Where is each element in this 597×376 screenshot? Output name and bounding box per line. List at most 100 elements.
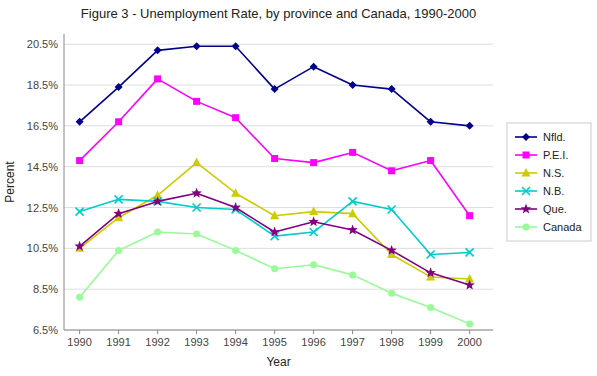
- grid-line: [64, 330, 493, 331]
- legend: Nfld.P.E.I.N.S.N.B.Que.Canada: [507, 123, 591, 241]
- chart: Figure 3 - Unemployment Rate, by provinc…: [0, 0, 597, 376]
- y-tick-label: 20.5%: [27, 38, 58, 50]
- legend-box: [507, 123, 591, 241]
- point: [232, 114, 239, 121]
- x-tick: [196, 330, 197, 334]
- point: [232, 42, 240, 50]
- point: [193, 204, 201, 212]
- grid-line: [64, 289, 493, 290]
- legend-label: Que.: [543, 203, 567, 215]
- y-tick-label: 6.5%: [33, 324, 58, 336]
- point: [193, 98, 200, 105]
- legend-marker: [522, 168, 531, 177]
- point: [427, 157, 434, 164]
- x-tick-label: 1998: [379, 336, 403, 348]
- point: [388, 290, 395, 297]
- series-line: [80, 232, 470, 324]
- x-tick: [235, 330, 236, 334]
- point: [154, 75, 161, 82]
- x-axis-line: [64, 330, 493, 331]
- series: [74, 188, 474, 290]
- point: [310, 63, 318, 71]
- point: [76, 208, 84, 216]
- x-tick-label: 1996: [301, 336, 325, 348]
- point: [76, 157, 83, 164]
- point: [388, 85, 396, 93]
- series-line: [80, 193, 470, 285]
- x-tick-label: 1991: [106, 336, 130, 348]
- grid-line: [64, 44, 493, 45]
- x-tick-label: 1992: [145, 336, 169, 348]
- x-tick: [79, 330, 80, 334]
- legend-marker: [523, 152, 530, 159]
- point: [76, 118, 84, 126]
- series: [76, 42, 474, 130]
- x-tick: [469, 330, 470, 334]
- x-tick: [391, 330, 392, 334]
- x-tick-label: 1990: [67, 336, 91, 348]
- x-tick-label: 2000: [457, 336, 481, 348]
- legend-marker: [522, 187, 530, 195]
- point: [386, 245, 396, 255]
- point: [154, 46, 162, 54]
- point: [466, 248, 474, 256]
- point: [232, 247, 239, 254]
- point: [388, 206, 396, 214]
- point: [192, 158, 201, 167]
- point: [425, 267, 435, 277]
- legend-label: Nfld.: [543, 131, 566, 143]
- point: [271, 265, 278, 272]
- x-tick: [430, 330, 431, 334]
- x-axis-label: Year: [266, 355, 290, 369]
- point: [113, 208, 123, 218]
- legend-marker: [522, 133, 530, 141]
- point: [310, 159, 317, 166]
- series: [76, 229, 473, 328]
- y-tick-label: 12.5%: [27, 202, 58, 214]
- y-tick-label: 10.5%: [27, 242, 58, 254]
- y-tick-label: 18.5%: [27, 79, 58, 91]
- point: [193, 42, 201, 50]
- y-tick-label: 14.5%: [27, 161, 58, 173]
- point: [309, 207, 318, 216]
- point: [191, 188, 201, 198]
- y-axis-label: Percent: [3, 161, 17, 203]
- point: [349, 149, 356, 156]
- x-tick-label: 1999: [418, 336, 442, 348]
- x-tick-label: 1995: [262, 336, 286, 348]
- x-tick: [118, 330, 119, 334]
- x-tick-label: 1993: [184, 336, 208, 348]
- point: [76, 294, 83, 301]
- point: [349, 197, 357, 205]
- point: [348, 209, 357, 218]
- series-line: [80, 46, 470, 126]
- x-tick-label: 1994: [223, 336, 247, 348]
- point: [115, 83, 123, 91]
- point: [310, 228, 318, 236]
- grid-line: [64, 207, 493, 208]
- legend-label: N.S.: [543, 167, 564, 179]
- point: [230, 202, 240, 212]
- point: [193, 231, 200, 238]
- point: [466, 212, 473, 219]
- point: [349, 81, 357, 89]
- point: [347, 224, 357, 234]
- point: [115, 247, 122, 254]
- point: [466, 320, 473, 327]
- y-grid: [64, 44, 493, 330]
- y-tick-label: 16.5%: [27, 120, 58, 132]
- point: [154, 229, 161, 236]
- point: [271, 85, 279, 93]
- y-tick-label: 8.5%: [33, 283, 58, 295]
- point: [427, 304, 434, 311]
- series-line: [80, 79, 470, 216]
- grid-line: [64, 248, 493, 249]
- x-tick: [352, 330, 353, 334]
- series: [76, 75, 473, 219]
- point: [466, 122, 474, 130]
- point: [270, 211, 279, 220]
- grid-line: [64, 166, 493, 167]
- point: [427, 118, 435, 126]
- x-tick: [157, 330, 158, 334]
- point: [74, 241, 84, 251]
